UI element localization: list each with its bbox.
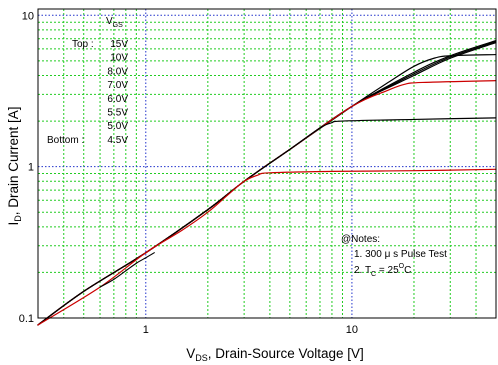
x-tick-label: 10 (346, 324, 358, 336)
legend-entry: 6.0V (107, 94, 128, 105)
legend: VGS Top : Bottom : 15V 10V 8.0V 7.0V 6.0V 5.5… (47, 16, 128, 146)
legend-entry: 5.0V (107, 121, 128, 132)
notes-line-1: 1. 300 μ s Pulse Test (354, 249, 447, 260)
legend-entry: 8.0V (107, 66, 128, 77)
x-axis-title: VDS, Drain-Source Voltage [V] (186, 346, 364, 363)
legend-entry: 10V (110, 53, 128, 64)
y-tick-label: 0.1 (19, 313, 34, 325)
plot-frame (37, 8, 497, 319)
legend-entry: 5.5V (107, 108, 128, 119)
series-line-6 (37, 168, 497, 326)
legend-top-label: Top : (72, 39, 94, 50)
chart-grid (37, 9, 496, 318)
x-tick-label: 1 (143, 324, 149, 336)
legend-entries: 15V 10V 8.0V 7.0V 6.0V 5.5V 5.0V 4.5V (107, 39, 128, 146)
notes: @Notes: 1. 300 μ s Pulse Test 2. TC = 25… (341, 234, 447, 278)
legend-entry: 4.5V (107, 135, 128, 146)
legend-entry: 15V (110, 39, 128, 50)
axis-ticks: 1 10 0.1 1 10 (19, 10, 358, 336)
y-tick-label: 10 (22, 10, 34, 22)
legend-header: VGS (106, 16, 123, 29)
legend-bottom-label: Bottom : (47, 135, 84, 146)
series-line-7 (99, 252, 155, 288)
legend-entry: 7.0V (107, 80, 128, 91)
y-tick-label: 1 (28, 162, 34, 174)
notes-title: @Notes: (341, 234, 380, 245)
series-line-5 (37, 117, 497, 326)
y-axis-title: ID, Drain Current [A] (6, 106, 23, 225)
notes-line-2: 2. TC = 25OC (354, 263, 411, 278)
chart-series (37, 40, 497, 326)
